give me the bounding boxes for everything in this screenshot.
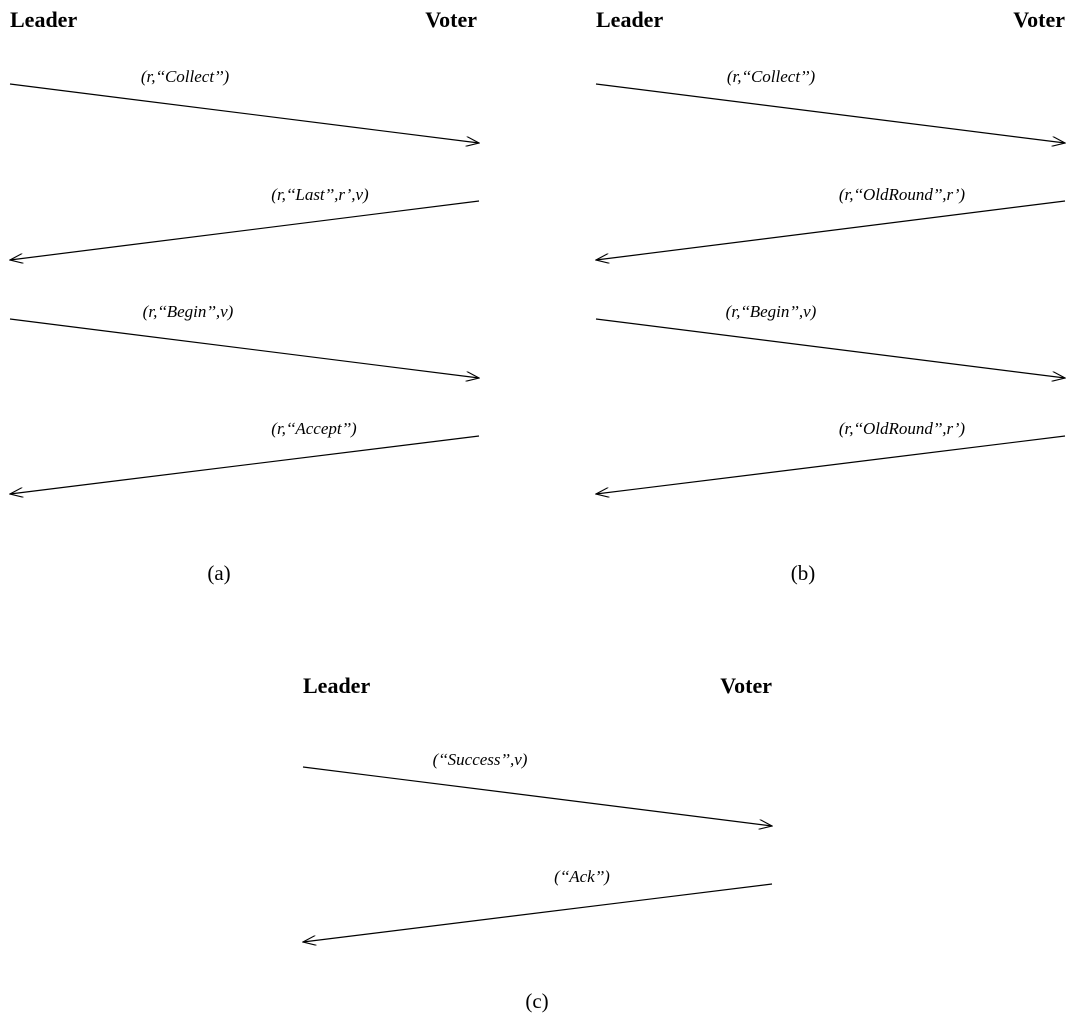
leader-label: Leader: [596, 7, 663, 32]
voter-label: Voter: [1013, 7, 1065, 32]
message-label: (r,‘‘Begin’’,v): [726, 302, 817, 321]
panel-a: Leader Voter (r,‘‘Collect’’) (r,‘‘Last’’…: [10, 7, 479, 585]
message-arrow: [9, 318, 479, 378]
panel-b: Leader Voter (r,‘‘Collect’’) (r,‘‘OldRou…: [596, 7, 1065, 585]
message-label: (r,‘‘Collect’’): [141, 67, 230, 86]
message-arrow: [302, 766, 772, 826]
panel-caption: (c): [525, 989, 548, 1013]
message-label: (r,‘‘OldRound’’,r’): [839, 419, 966, 438]
message-arrow: [595, 318, 1065, 378]
message-label: (r,‘‘Last’’,r’,v): [271, 185, 369, 204]
panel-caption: (a): [207, 561, 230, 585]
voter-label: Voter: [720, 673, 772, 698]
message-arrow: [10, 200, 480, 260]
message-arrow: [596, 200, 1066, 260]
panel-c: Leader Voter (‘‘Success’’,v) (‘‘Ack’’) (…: [303, 673, 772, 1013]
message-label: (r,‘‘Collect’’): [727, 67, 816, 86]
message-arrow: [9, 83, 479, 143]
message-label: (r,‘‘OldRound’’,r’): [839, 185, 966, 204]
message-label: (r,‘‘Begin’’,v): [143, 302, 234, 321]
message-arrow: [596, 435, 1066, 494]
message-label: (‘‘Success’’,v): [433, 750, 528, 769]
leader-label: Leader: [10, 7, 77, 32]
message-label: (r,‘‘Accept’’): [271, 419, 357, 438]
message-arrow: [303, 883, 773, 942]
message-arrow: [10, 435, 480, 494]
message-arrow: [595, 83, 1065, 143]
panel-caption: (b): [791, 561, 816, 585]
leader-label: Leader: [303, 673, 370, 698]
message-label: (‘‘Ack’’): [554, 867, 610, 886]
voter-label: Voter: [425, 7, 477, 32]
